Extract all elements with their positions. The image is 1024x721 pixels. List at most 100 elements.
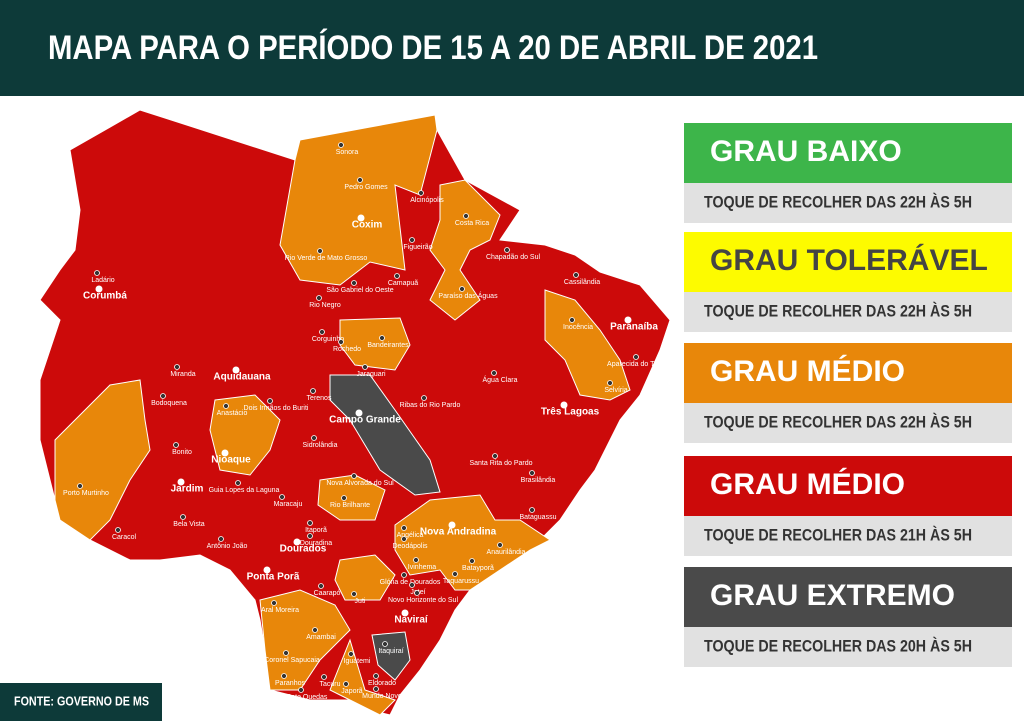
city-dot xyxy=(94,270,100,276)
city-dot xyxy=(569,317,575,323)
city-dot xyxy=(338,142,344,148)
city-dot xyxy=(115,527,121,533)
city-dot xyxy=(497,542,503,548)
title: MAPA PARA O PERÍODO DE 15 A 20 DE ABRIL … xyxy=(48,29,818,67)
city-dot xyxy=(283,650,289,656)
city-dot xyxy=(218,536,224,542)
city-label: Ladário xyxy=(91,277,114,284)
city-label: Figueirão xyxy=(403,244,432,251)
source: FONTE: GOVERNO DE MS xyxy=(14,693,149,708)
city-label: Corumbá xyxy=(83,291,127,302)
city-label: Jardim xyxy=(171,484,204,495)
city-dot xyxy=(180,514,186,520)
city-dot xyxy=(362,364,368,370)
city-label: Aparecida do Taboado xyxy=(607,361,677,368)
city-label: Angélica xyxy=(397,532,424,539)
legend-label: GRAU MÉDIO xyxy=(710,467,905,501)
city-dot xyxy=(318,583,324,589)
legend-note: TOQUE DE RECOLHER DAS 22H ÀS 5H xyxy=(704,192,972,211)
city-label: Dois Irmãos do Buriti xyxy=(244,405,309,412)
city-dot xyxy=(338,339,344,345)
city-dot xyxy=(463,213,469,219)
map: Sonora Pedro Gomes Alcinópolis Coxim Costa R… xyxy=(39,109,677,716)
city-label: Nioaque xyxy=(211,455,251,466)
city-label: Maracaju xyxy=(274,501,303,508)
city-dot xyxy=(373,673,379,679)
city-label: Aquidauana xyxy=(213,372,271,383)
city-label: Cassilândia xyxy=(564,279,600,286)
city-dot xyxy=(357,214,365,222)
city-label: Taquarussu xyxy=(443,578,479,585)
city-label: Paraíso das Águas xyxy=(438,291,498,300)
city-dot xyxy=(491,370,497,376)
city-dot xyxy=(351,280,357,286)
city-dot xyxy=(448,521,456,529)
legend-note-box xyxy=(684,403,1012,443)
city-label: Ponta Porã xyxy=(247,572,300,583)
city-label: Camapuã xyxy=(388,280,418,287)
city-label: Jaraguari xyxy=(356,371,386,378)
city-label: Batayporã xyxy=(462,565,494,572)
city-label: Glória de Dourados xyxy=(380,579,441,586)
city-label: Água Clara xyxy=(482,375,517,384)
city-label: Ivinhema xyxy=(408,564,437,571)
city-dot xyxy=(492,453,498,459)
city-label: Selvíria xyxy=(604,387,627,394)
city-label: Porto Murtinho xyxy=(63,490,109,497)
city-label: Amambai xyxy=(306,634,336,641)
legend-note-box xyxy=(684,183,1012,223)
city-dot xyxy=(281,673,287,679)
city-dot xyxy=(316,295,322,301)
legend-swatch xyxy=(684,232,1012,292)
city-label: Caracol xyxy=(112,534,137,541)
city-dot xyxy=(307,533,313,539)
city-dot xyxy=(355,409,363,417)
legend-note: TOQUE DE RECOLHER DAS 20H ÀS 5H xyxy=(704,636,972,655)
city-dot xyxy=(319,329,325,335)
city-dot xyxy=(401,536,407,542)
legend-label: GRAU BAIXO xyxy=(710,135,902,168)
legend-note: TOQUE DE RECOLHER DAS 22H ÀS 5H xyxy=(704,412,972,431)
city-dot xyxy=(298,687,304,693)
city-label: Itaquiraí xyxy=(378,648,403,655)
city-dot xyxy=(379,335,385,341)
city-dot xyxy=(401,609,409,617)
city-dot xyxy=(311,435,317,441)
city-label: Eldorado xyxy=(368,680,396,687)
city-dot xyxy=(95,285,103,293)
city-dot xyxy=(413,557,419,563)
city-label: Naviraí xyxy=(394,615,429,626)
city-label: Coronel Sapucaia xyxy=(264,657,320,664)
city-dot xyxy=(633,354,639,360)
legend-swatch xyxy=(684,456,1012,516)
city-dot xyxy=(263,566,271,574)
city-label: Rio Negro xyxy=(309,302,341,309)
legend-swatch xyxy=(684,343,1012,403)
city-dot xyxy=(382,641,388,647)
city-label: Inocência xyxy=(563,324,593,331)
city-dot xyxy=(394,273,400,279)
city-label: Mundo Novo xyxy=(362,693,402,700)
legend: GRAU BAIXO TOQUE DE RECOLHER DAS 22H ÀS 5… xyxy=(684,123,1012,667)
source-box xyxy=(0,683,162,721)
legend-swatch xyxy=(684,567,1012,627)
city-dot xyxy=(573,272,579,278)
city-dot xyxy=(293,538,301,546)
city-label: Pedro Gomes xyxy=(344,184,388,191)
city-dot xyxy=(459,286,465,292)
legend-note-box xyxy=(684,292,1012,332)
city-label: Alcinópolis xyxy=(410,197,444,204)
city-label: Corguinho xyxy=(312,336,344,343)
legend-note-box xyxy=(684,627,1012,667)
city-dot xyxy=(414,590,420,596)
city-dot xyxy=(351,473,357,479)
city-label: Três Lagoas xyxy=(541,407,600,418)
city-dot xyxy=(348,651,354,657)
city-dot xyxy=(267,398,273,404)
city-dot xyxy=(452,571,458,577)
city-label: Rio Brilhante xyxy=(330,502,370,509)
city-label: Japorã xyxy=(341,688,363,695)
city-label: Tacuru xyxy=(319,681,340,688)
city-dot xyxy=(560,401,568,409)
